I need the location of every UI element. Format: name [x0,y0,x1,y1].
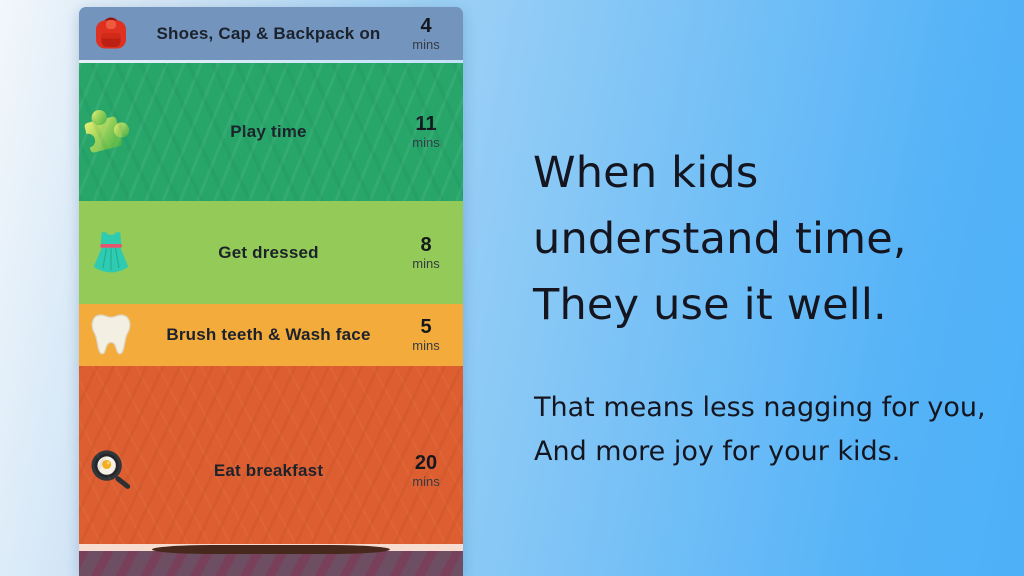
task-icon-box [79,230,143,276]
task-duration-unit: mins [412,36,440,52]
task-icon-box [79,14,143,54]
puzzle-icon [81,109,130,153]
task-duration-value: 4 [420,14,432,37]
dress-icon [93,231,129,272]
backpack-icon [96,17,126,48]
task-duration-value: 11 [415,113,437,136]
task-icon-box [79,104,143,160]
task-duration: 4 mins [394,14,463,52]
footer-wave [79,544,463,554]
footer-hill-arc [151,545,391,554]
task-row-shoes-cap-backpack[interactable]: Shoes, Cap & Backpack on 4 mins [79,7,463,60]
app-screenshot: Shoes, Cap & Backpack on 4 mins [79,7,463,576]
task-duration-unit: mins [412,474,440,490]
task-duration-value: 20 [414,452,438,475]
task-duration-unit: mins [412,338,440,354]
footer-ground [79,551,463,576]
task-icon-box [79,311,143,359]
task-label: Eat breakfast [213,461,324,480]
frying-pan-icon [91,450,131,489]
headline-line: They use it well. [533,280,887,330]
task-row-eat-breakfast[interactable]: Eat breakfast 20 mins [79,366,463,544]
task-row-play-time[interactable]: Play time 11 mins [79,63,463,201]
task-label: Play time [230,122,307,141]
task-duration-value: 5 [420,316,432,339]
task-label: Get dressed [218,242,319,262]
task-duration-unit: mins [412,135,440,151]
task-duration: 20 mins [394,453,463,489]
task-duration: 5 mins [394,317,463,353]
task-row-get-dressed[interactable]: Get dressed 8 mins [79,201,463,304]
tooth-icon [91,314,131,355]
task-label: Brush teeth & Wash face [166,325,371,344]
task-row-brush-teeth[interactable]: Brush teeth & Wash face 5 mins [79,304,463,366]
task-duration: 8 mins [394,233,463,271]
row-divider [79,60,463,63]
headline-line: When kids [533,148,759,198]
task-duration-unit: mins [412,255,440,271]
task-duration-value: 8 [420,233,432,256]
subtext: That means less nagging for you, And mor… [534,386,986,474]
headline: When kids understand time, They use it w… [533,140,907,338]
headline-line: understand time, [533,214,907,264]
task-label: Shoes, Cap & Backpack on [156,23,381,43]
task-duration: 11 mins [394,114,463,150]
subtext-line: And more joy for your kids. [534,436,901,467]
task-icon-box [79,445,143,497]
subtext-line: That means less nagging for you, [534,392,986,423]
